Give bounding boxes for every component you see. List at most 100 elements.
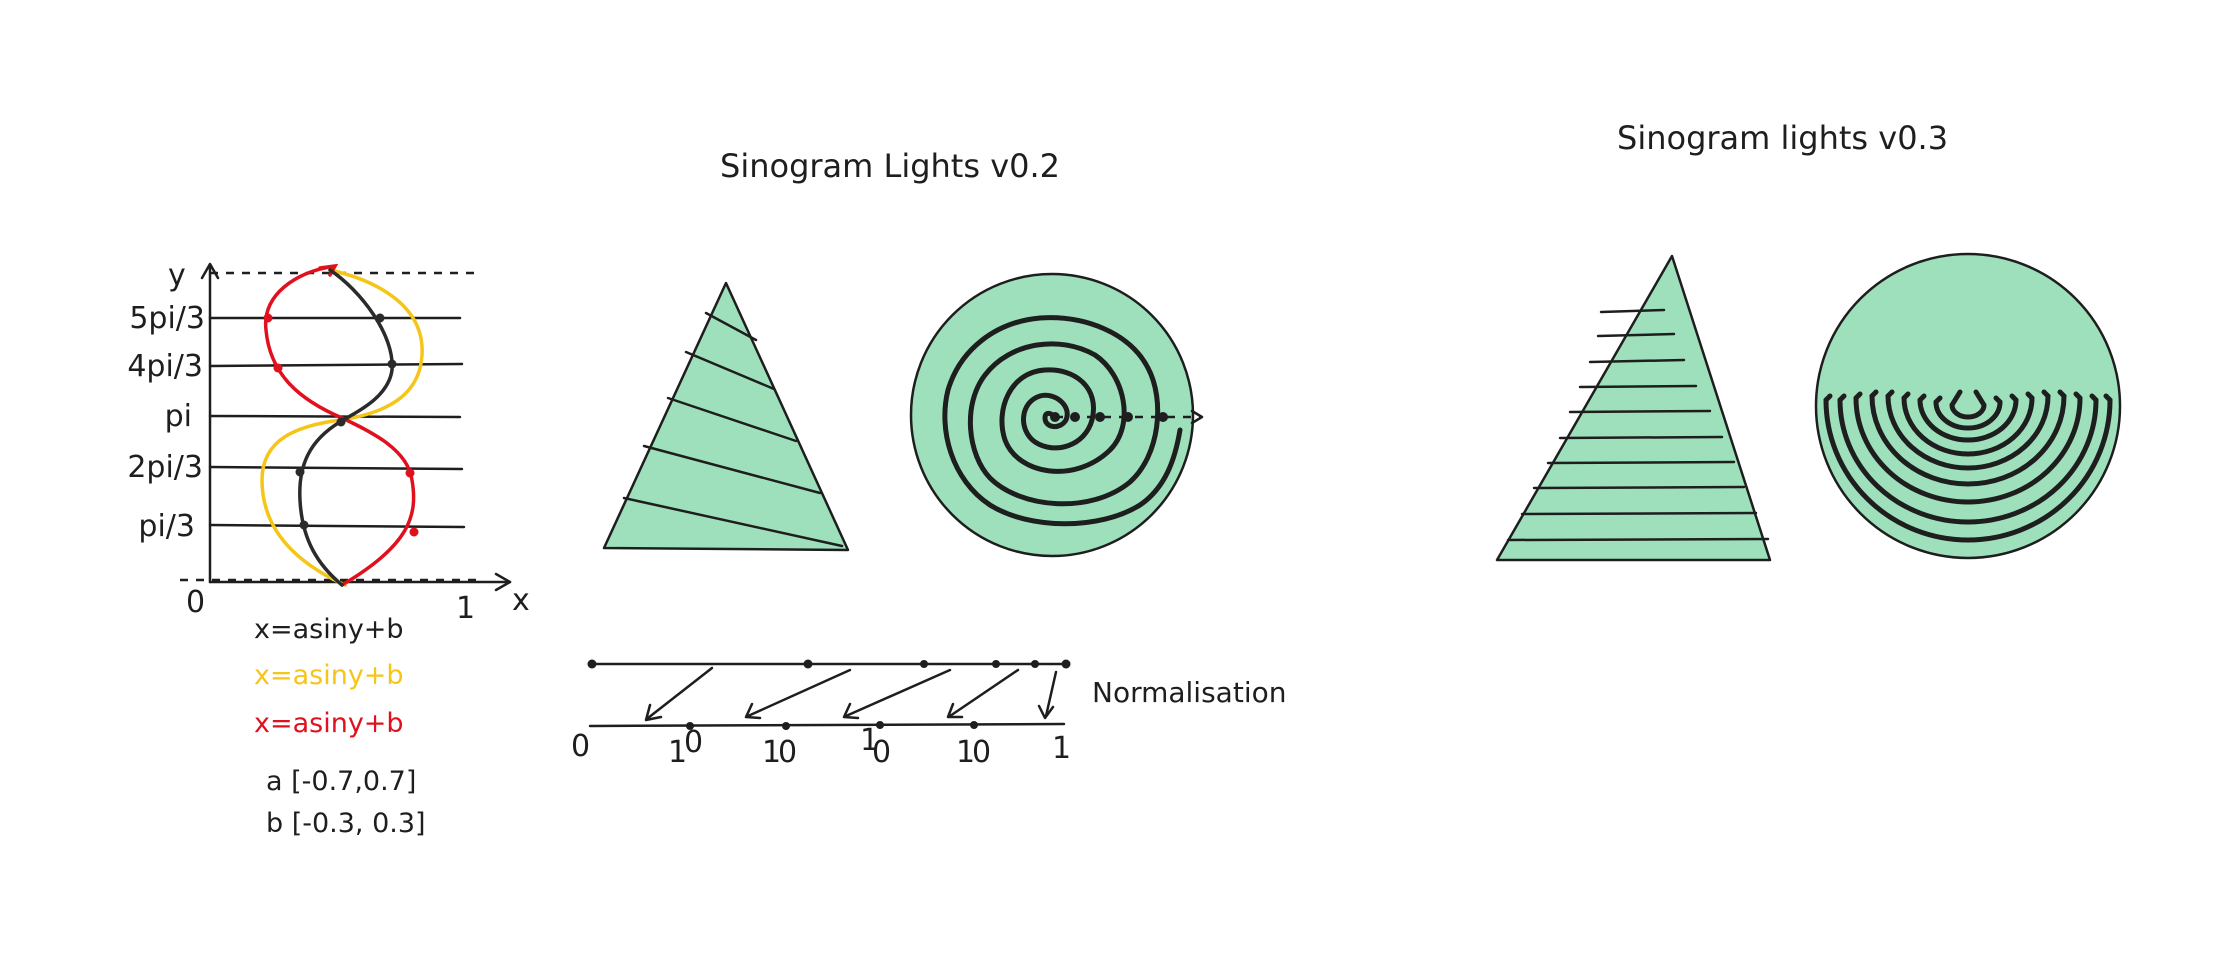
bottom-line-dot bbox=[782, 722, 790, 730]
normalisation-tick: 1 bbox=[1052, 731, 1071, 766]
top-line-dot bbox=[920, 660, 928, 668]
red-dot bbox=[273, 363, 283, 373]
v03-triangle-stripe bbox=[1558, 435, 1724, 440]
normalisation-bottom-line bbox=[588, 722, 1066, 728]
normalisation-tick: 1 bbox=[956, 735, 975, 770]
half-ring bbox=[1853, 395, 2083, 505]
v02-radius-dot bbox=[1095, 412, 1105, 422]
gridline-4pi3 bbox=[208, 362, 464, 368]
bottom-line-dot bbox=[686, 722, 694, 730]
mapping-arrow bbox=[646, 666, 714, 720]
black-dot bbox=[295, 467, 305, 477]
half-ring bbox=[1837, 397, 2099, 525]
tick-label-pi: pi bbox=[165, 399, 192, 434]
equation-black: x=asiny+b bbox=[254, 614, 404, 645]
v02-triangle-stripe bbox=[622, 496, 844, 548]
gridline-pi3 bbox=[208, 523, 466, 529]
v02-spiral bbox=[942, 315, 1183, 527]
v02-title: Sinogram Lights v0.2 bbox=[720, 147, 1060, 185]
mapping-arrowhead bbox=[1037, 704, 1055, 720]
x-axis-arrowhead bbox=[494, 572, 512, 592]
v03-title: Sinogram lights v0.3 bbox=[1617, 119, 1948, 157]
top-line-dot bbox=[1031, 660, 1039, 668]
v03-triangle-stripe bbox=[1520, 511, 1758, 516]
normalisation-tick: 0 bbox=[972, 735, 991, 770]
equation-red: x=asiny+b bbox=[254, 708, 404, 739]
v02-section: Sinogram Lights v0.2 bbox=[602, 147, 1204, 558]
v03-half-rings bbox=[1823, 389, 2113, 543]
half-ring-hooks bbox=[1823, 389, 1943, 405]
v03-circle bbox=[1814, 252, 2122, 560]
equation-yellow: x=asiny+b bbox=[254, 660, 404, 691]
normalisation-tick: 1 bbox=[668, 735, 687, 770]
v02-triangle-stripe bbox=[684, 350, 776, 391]
v03-triangle-stripe bbox=[1596, 332, 1676, 338]
mapping-arrow bbox=[844, 668, 952, 718]
black-dot bbox=[336, 417, 346, 427]
normalisation-diagram: 0 1 0 1 0 1 0 1 0 1 Normalisation bbox=[571, 659, 1286, 770]
v03-section: Sinogram lights v0.3 bbox=[1495, 119, 2122, 562]
mapping-arrowhead bbox=[644, 703, 663, 722]
mapping-arrow bbox=[948, 668, 1020, 718]
top-line-dot bbox=[1061, 659, 1071, 669]
v03-triangle-stripe bbox=[1568, 409, 1712, 414]
top-line-dot bbox=[587, 659, 597, 669]
half-ring bbox=[1917, 397, 2019, 443]
v03-triangle-stripe bbox=[1546, 460, 1736, 465]
normalisation-tick: 0 bbox=[872, 735, 891, 770]
v02-triangle-stripe bbox=[704, 311, 758, 342]
red-dot bbox=[409, 527, 419, 537]
v03-triangle-stripe bbox=[1588, 358, 1686, 364]
black-dot bbox=[299, 520, 309, 530]
half-ring bbox=[1901, 395, 2035, 457]
tick-label-2pi3: 2pi/3 bbox=[127, 450, 203, 485]
normalisation-tick: 0 bbox=[778, 735, 797, 770]
mapping-arrowhead bbox=[744, 702, 762, 720]
normalisation-label: Normalisation bbox=[1092, 676, 1286, 709]
tick-label-4pi3: 4pi/3 bbox=[127, 349, 203, 384]
v02-triangle-stripe bbox=[642, 444, 822, 495]
v02-radius-arrowhead bbox=[1190, 409, 1204, 425]
y-axis-label: y bbox=[168, 258, 186, 293]
v03-triangle-stripe bbox=[1506, 537, 1770, 542]
black-dot bbox=[387, 359, 397, 369]
normalisation-tick: 0 bbox=[684, 725, 703, 760]
half-ring bbox=[1933, 399, 2003, 431]
origin-label: 0 bbox=[186, 585, 205, 620]
red-dot bbox=[405, 468, 415, 478]
bottom-line-dot bbox=[970, 721, 978, 729]
normalisation-tick: 1 bbox=[860, 723, 879, 758]
v02-radius-dot bbox=[1123, 412, 1133, 422]
v02-triangle-stripe bbox=[666, 396, 798, 443]
half-ring bbox=[1869, 393, 2067, 487]
top-line-dot bbox=[992, 660, 1000, 668]
mapping-arrowhead bbox=[842, 702, 860, 720]
v02-radius-dot bbox=[1070, 412, 1080, 422]
sine-curves-graph: y 5pi/3 4pi/3 pi 2pi/3 pi/3 0 1 x x=asin… bbox=[127, 258, 529, 839]
red-dot bbox=[263, 313, 273, 323]
mapping-arrowhead bbox=[946, 702, 964, 719]
half-ring-hooks bbox=[1993, 389, 2113, 405]
half-ring bbox=[1949, 389, 1987, 420]
param-a-range: a [-0.7,0.7] bbox=[266, 766, 416, 797]
mapping-arrow bbox=[1044, 670, 1058, 718]
v03-triangle bbox=[1495, 254, 1772, 562]
gridline-2pi3 bbox=[208, 465, 464, 471]
tick-label-5pi3: 5pi/3 bbox=[129, 301, 205, 336]
half-ring bbox=[1823, 397, 2113, 543]
tick-label-pi3: pi/3 bbox=[138, 509, 195, 544]
x-axis-label: x bbox=[512, 583, 530, 618]
v03-triangle-stripe bbox=[1578, 384, 1698, 389]
v02-radius-dot bbox=[1050, 412, 1060, 422]
half-ring bbox=[1885, 393, 2051, 471]
top-line-dot bbox=[803, 659, 813, 669]
mapping-arrow bbox=[746, 668, 852, 718]
normalisation-tick: 0 bbox=[571, 729, 590, 764]
black-dot bbox=[375, 313, 385, 323]
normalisation-tick: 1 bbox=[762, 735, 781, 770]
v02-radius-dot bbox=[1158, 412, 1168, 422]
v03-triangle-stripe bbox=[1599, 308, 1666, 314]
bottom-line-dot bbox=[876, 721, 884, 729]
x-end-label: 1 bbox=[456, 591, 475, 626]
